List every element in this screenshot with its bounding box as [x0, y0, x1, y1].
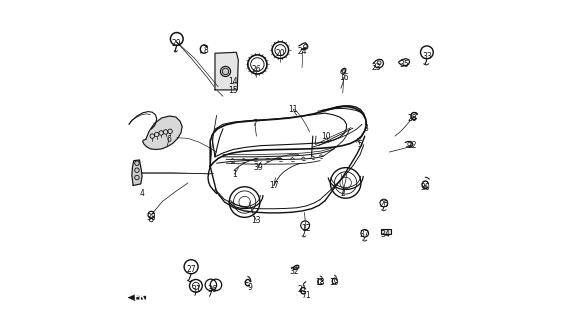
Text: 11: 11 — [288, 105, 298, 114]
Text: 1: 1 — [232, 170, 236, 179]
Text: FR.: FR. — [133, 293, 149, 302]
Text: 21: 21 — [298, 284, 307, 293]
Text: 5: 5 — [358, 140, 362, 149]
Text: 13: 13 — [252, 216, 261, 225]
Text: 14: 14 — [228, 77, 238, 86]
Text: 10: 10 — [321, 132, 331, 140]
Polygon shape — [143, 116, 182, 149]
Text: 37: 37 — [360, 230, 370, 239]
Text: 71: 71 — [301, 291, 311, 300]
Text: 26: 26 — [252, 65, 261, 74]
Polygon shape — [215, 52, 238, 90]
Text: 29: 29 — [172, 39, 181, 48]
Text: 34: 34 — [380, 230, 390, 239]
Text: 33: 33 — [422, 52, 431, 61]
Text: 4: 4 — [139, 189, 144, 198]
Text: 19: 19 — [329, 278, 339, 287]
Text: 15: 15 — [228, 86, 238, 95]
Text: 23: 23 — [371, 63, 380, 72]
Text: 38: 38 — [146, 213, 156, 222]
Circle shape — [221, 66, 231, 76]
Text: 30: 30 — [420, 183, 430, 192]
Text: 35: 35 — [400, 60, 409, 69]
Text: 7: 7 — [252, 119, 257, 128]
Text: 36: 36 — [207, 284, 217, 293]
Text: 31: 31 — [191, 284, 201, 293]
Text: 39: 39 — [253, 164, 263, 172]
Text: 27: 27 — [187, 265, 196, 275]
Text: 28: 28 — [408, 114, 417, 123]
Text: 6: 6 — [166, 135, 171, 144]
Bar — [380, 229, 391, 234]
Polygon shape — [132, 160, 142, 186]
Text: 22: 22 — [408, 141, 417, 150]
Text: 24: 24 — [298, 47, 307, 56]
Text: 8: 8 — [203, 45, 208, 55]
Text: 32: 32 — [290, 267, 299, 276]
Text: 16: 16 — [339, 73, 349, 82]
Text: 17: 17 — [269, 181, 279, 190]
Text: 20: 20 — [276, 49, 285, 58]
Text: 2: 2 — [340, 189, 345, 198]
Text: 3: 3 — [364, 124, 369, 132]
Polygon shape — [128, 294, 146, 301]
Text: 9: 9 — [248, 283, 252, 292]
Text: 18: 18 — [315, 278, 325, 287]
Text: 25: 25 — [379, 200, 388, 209]
Text: 12: 12 — [301, 224, 311, 233]
